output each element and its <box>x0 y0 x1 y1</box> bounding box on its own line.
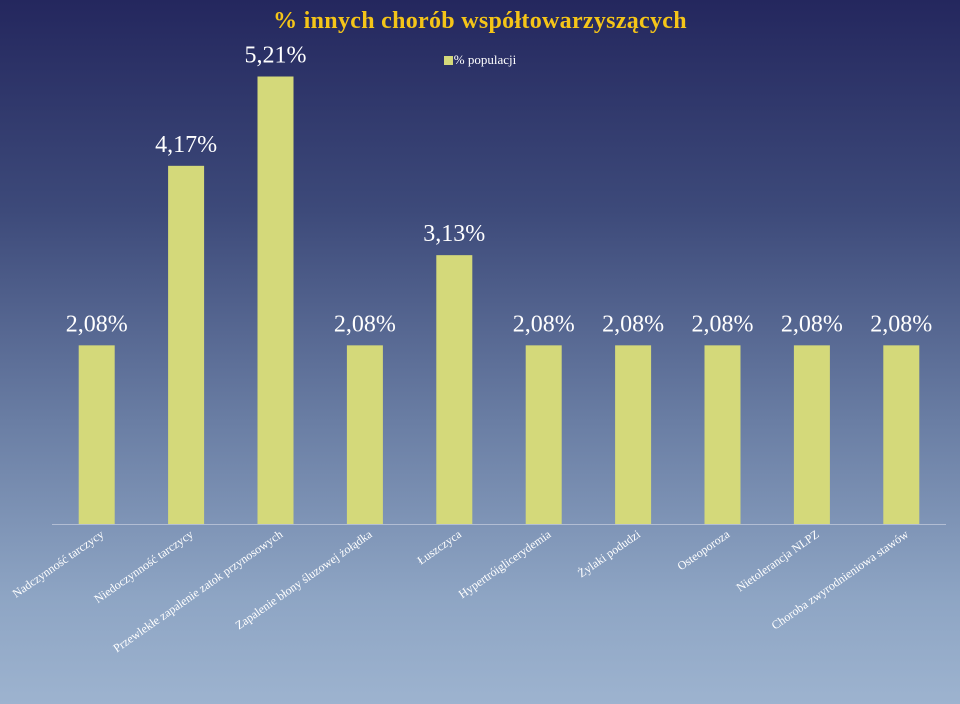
category-label-2: Przewlekłe zapalenie zatok przynosowych <box>110 527 285 655</box>
legend: % populacji <box>0 52 960 68</box>
value-label-5: 2,08% <box>513 311 575 337</box>
bar-9 <box>883 345 920 524</box>
bar-8 <box>793 345 830 524</box>
value-label-8: 2,08% <box>781 311 843 337</box>
value-label-1: 4,17% <box>155 132 217 158</box>
bar-5 <box>525 345 562 524</box>
bar-2 <box>257 76 294 524</box>
bar-7 <box>704 345 741 524</box>
chart-title: % innych chorób współtowarzyszących <box>273 8 687 34</box>
category-label-0: Nadczynność tarczycy <box>10 527 107 601</box>
bar-1 <box>168 165 205 524</box>
bar-0 <box>78 345 115 524</box>
legend-swatch <box>443 55 453 65</box>
category-label-6: Żylaki podudzi <box>575 527 643 581</box>
category-label-5: Hypertróiglicerydemia <box>456 527 554 602</box>
legend-label: % populacji <box>453 52 517 67</box>
value-label-2: 5,21% <box>245 42 307 68</box>
category-label-8: Nietolerancja NLPZ <box>734 527 822 594</box>
category-label-4: Łuszczyca <box>415 527 465 568</box>
bar-3 <box>346 345 383 524</box>
value-label-3: 2,08% <box>334 311 396 337</box>
value-label-4: 3,13% <box>423 221 485 247</box>
category-label-7: Osteoporoza <box>675 527 733 574</box>
value-label-7: 2,08% <box>692 311 754 337</box>
bar-6 <box>615 345 652 524</box>
value-label-0: 2,08% <box>66 311 128 337</box>
value-label-9: 2,08% <box>870 311 932 337</box>
value-label-6: 2,08% <box>602 311 664 337</box>
bar-4 <box>436 255 473 525</box>
